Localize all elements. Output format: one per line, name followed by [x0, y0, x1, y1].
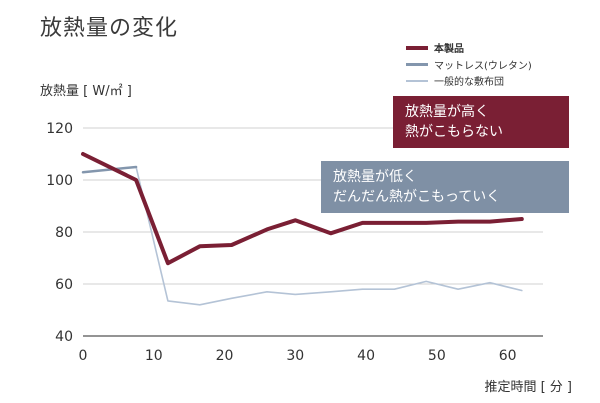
x-tick-label-20: 20 [216, 348, 234, 364]
legend-label-urethane: マットレス(ウレタン) [434, 61, 532, 72]
y-tick-label-80: 80 [55, 225, 73, 241]
legend-swatch-product [406, 45, 428, 50]
legend-swatch-futon [406, 79, 428, 82]
x-tick-label-50: 50 [428, 348, 446, 364]
x-tick-label-40: 40 [357, 348, 375, 364]
x-tick-label-60: 60 [499, 348, 517, 364]
x-tick-label-10: 10 [145, 348, 163, 364]
legend-swatch-urethane [406, 63, 428, 66]
y-tick-label-120: 120 [46, 121, 73, 137]
y-tick-label-40: 40 [55, 329, 73, 345]
callout-high-line-2: 熱がこもらない [405, 124, 503, 140]
series-line-1-0 [81, 165, 138, 174]
callout-high-heat-release: 放熱量が高く 熱がこもらない [393, 96, 569, 148]
callout-low-line-2: だんだん熱がこもっていく [333, 189, 501, 205]
legend-label-futon: 一般的な敷布団 [434, 77, 504, 88]
chart-title: 放熱量の変化 [40, 16, 179, 41]
series-line-0-0 [81, 152, 524, 266]
callout-high-line-1: 放熱量が高く [405, 104, 489, 120]
legend-item-futon: 一般的な敷布団 [406, 73, 504, 88]
series-line-2-0 [82, 166, 523, 306]
legend-item-urethane: マットレス(ウレタン) [406, 57, 532, 72]
x-tick-label-30: 30 [286, 348, 304, 364]
callout-low-line-1: 放熱量が低く [333, 169, 417, 185]
y-tick-label-100: 100 [46, 173, 73, 189]
legend-label-product: 本製品 [434, 44, 464, 55]
x-axis-label: 推定時間 [ 分 ] [484, 380, 572, 395]
x-tick-label-0: 0 [79, 348, 88, 364]
legend-item-product: 本製品 [406, 40, 464, 55]
y-tick-label-60: 60 [55, 277, 73, 293]
callout-low-heat-release: 放熱量が低く だんだん熱がこもっていく [321, 161, 569, 213]
y-axis-label: 放熱量 [ W/㎡ ] [40, 84, 132, 99]
